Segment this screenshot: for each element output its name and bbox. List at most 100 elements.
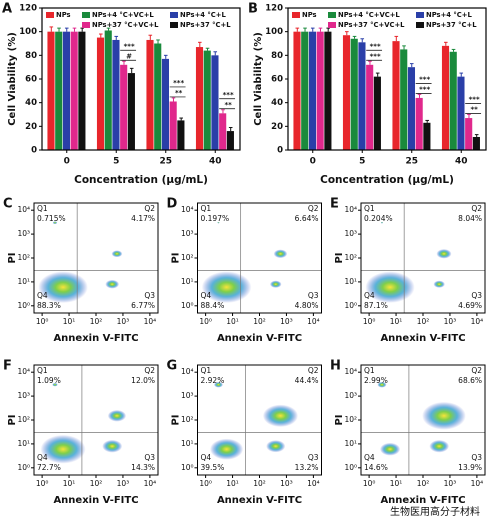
legend-label: NPs+37 °C+VC+L: [92, 21, 159, 29]
y-tick-label: 10³: [17, 229, 30, 238]
panel-label: A: [2, 2, 12, 17]
plot-frame: [41, 7, 241, 151]
x-tick-label: 10⁴: [307, 317, 320, 326]
legend-label: NPs+37 °C+L: [426, 21, 477, 29]
density-cloud: [102, 439, 123, 453]
quadrant-name: Q2: [308, 366, 319, 375]
y-axis-label: PI: [334, 252, 345, 263]
legend-label: NPs+4 °C+L: [426, 11, 472, 19]
y-tick-label: 10¹: [344, 439, 357, 448]
density-cloud: [377, 381, 387, 388]
x-tick-label: 10³: [444, 479, 457, 488]
density-cloud: [433, 280, 445, 288]
significance: ***: [370, 42, 381, 50]
bar: [211, 55, 219, 151]
quadrant-name: Q3: [144, 453, 155, 462]
quadrant-percent: 14.6%: [364, 463, 388, 472]
quadrant-percent: 4.17%: [131, 214, 155, 223]
bar: [226, 131, 234, 150]
y-tick-label: 120: [265, 4, 283, 14]
x-tick-label: 10¹: [390, 317, 403, 326]
density-cloud: [365, 271, 415, 303]
y-axis-label: PI: [334, 414, 345, 425]
x-tick-label: 10³: [280, 479, 293, 488]
y-tick-label: 10³: [344, 391, 357, 400]
x-tick-label: 10¹: [390, 479, 403, 488]
bar: [373, 76, 381, 150]
bar: [366, 64, 374, 150]
quadrant-percent: 12.0%: [131, 376, 155, 385]
y-tick-label: 10²: [17, 253, 30, 262]
x-tick-label: 10¹: [226, 317, 239, 326]
bar: [195, 47, 204, 150]
legend-swatch: [82, 12, 90, 18]
density-cloud: [379, 442, 401, 456]
x-tick-label: 10⁰: [199, 317, 212, 326]
x-tick-label: 10⁴: [471, 317, 484, 326]
legend-label: NPs+4 °C+VC+L: [338, 11, 400, 19]
significance: ***: [124, 42, 135, 50]
quadrant-percent: 14.3%: [131, 463, 155, 472]
bar: [47, 31, 55, 151]
bar: [169, 101, 177, 150]
x-tick-label: 10¹: [63, 317, 76, 326]
y-tick-label: 20: [25, 122, 37, 132]
x-axis-label: Annexin V-FITC: [380, 495, 465, 506]
quadrant-percent: 2.92%: [201, 376, 225, 385]
legend-swatch: [170, 22, 178, 28]
y-tick-label: 10⁰: [17, 301, 30, 310]
y-tick-label: 100: [19, 27, 37, 37]
bar: [392, 41, 400, 151]
quadrant-name: Q4: [37, 291, 48, 300]
y-tick-label: 10³: [17, 391, 30, 400]
bar: [358, 42, 366, 150]
bar: [70, 31, 78, 151]
x-tick-label: 10³: [117, 479, 130, 488]
quadrant-name: Q2: [144, 204, 155, 213]
y-tick-label: 10⁰: [344, 301, 357, 310]
quadrant-percent: 13.9%: [458, 463, 482, 472]
legend-label: NPs+37 °C+VC+L: [338, 21, 405, 29]
x-tick-label: 10³: [444, 317, 457, 326]
legend-swatch: [292, 12, 300, 18]
bar: [203, 50, 211, 150]
x-tick-label: 10⁰: [36, 479, 49, 488]
y-tick-label: 10⁰: [344, 463, 357, 472]
bar: [55, 31, 63, 151]
y-tick-label: 10³: [181, 391, 194, 400]
quadrant-percent: 4.69%: [458, 301, 482, 310]
x-axis-label: Annexin V-FITC: [380, 333, 465, 344]
bar: [301, 31, 309, 151]
legend-swatch: [328, 22, 336, 28]
x-tick-label: 10²: [90, 317, 103, 326]
significance: **: [470, 106, 478, 114]
y-tick-label: 10⁴: [17, 367, 30, 376]
bar: [127, 73, 135, 150]
x-tick-label: 40: [209, 157, 222, 167]
x-tick-label: 10²: [90, 479, 103, 488]
quadrant-percent: 8.04%: [458, 214, 482, 223]
significance: ***: [370, 52, 381, 60]
legend-label: NPs+4 °C+L: [180, 11, 226, 19]
density-cloud: [38, 271, 88, 303]
y-tick-label: 10²: [17, 415, 30, 424]
panel-label: E: [330, 197, 339, 212]
legend-swatch: [82, 22, 90, 28]
y-tick-label: 10⁰: [17, 463, 30, 472]
quadrant-name: Q4: [364, 291, 375, 300]
y-tick-label: 10¹: [17, 277, 30, 286]
y-tick-label: 10⁴: [181, 367, 194, 376]
quadrant-name: Q3: [308, 291, 319, 300]
density-cloud: [40, 434, 86, 464]
bar: [457, 76, 465, 150]
bar: [472, 136, 480, 150]
density-cloud: [213, 381, 223, 388]
watermark: 生物医用高分子材料: [390, 505, 480, 518]
quadrant-percent: 6.77%: [131, 301, 155, 310]
y-tick-label: 10²: [181, 415, 194, 424]
x-tick-label: 40: [455, 157, 468, 167]
x-axis-label: Annexin V-FITC: [217, 495, 302, 506]
bar: [293, 31, 301, 151]
